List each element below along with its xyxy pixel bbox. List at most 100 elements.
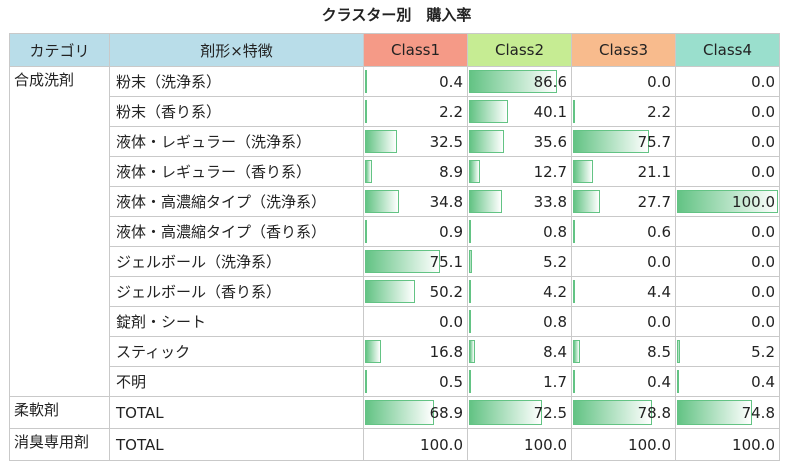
data-bar bbox=[469, 160, 481, 183]
table-row: 錠剤・シート 0.0 0.8 0.0 0.0 bbox=[10, 306, 780, 337]
value-label: 12.7 bbox=[533, 162, 567, 181]
value-cell-class2: 12.7 bbox=[467, 156, 572, 187]
data-bar bbox=[365, 100, 367, 123]
value-cell-class4: 0.0 bbox=[675, 66, 780, 97]
value-cell-class2: 35.6 bbox=[467, 126, 572, 157]
value-label: 2.2 bbox=[647, 102, 671, 121]
form-cell: TOTAL bbox=[109, 428, 364, 461]
purchase-rate-table: カテゴリ 剤形×特徴 Class1 Class2 Class3 Class4 合… bbox=[9, 33, 780, 461]
value-cell-class3: 0.6 bbox=[571, 216, 676, 247]
data-bar bbox=[365, 130, 397, 153]
data-bar bbox=[469, 100, 509, 123]
value-cell-class2: 8.4 bbox=[467, 336, 572, 367]
table-row: 粉末（香り系） 2.2 40.1 2.2 0.0 bbox=[10, 96, 780, 127]
header-class2: Class2 bbox=[467, 33, 572, 67]
value-label: 0.4 bbox=[751, 372, 775, 391]
table-row: 不明 0.5 1.7 0.4 0.4 bbox=[10, 366, 780, 397]
form-cell: TOTAL bbox=[109, 396, 364, 429]
value-cell-class4: 100.0 bbox=[675, 186, 780, 217]
data-bar bbox=[365, 280, 415, 303]
header-row: カテゴリ 剤形×特徴 Class1 Class2 Class3 Class4 bbox=[9, 33, 780, 67]
value-label: 34.8 bbox=[429, 192, 463, 211]
form-cell: 液体・高濃縮タイプ（香り系） bbox=[109, 216, 364, 247]
table-row: 液体・高濃縮タイプ（香り系） 0.9 0.8 0.6 0.0 bbox=[10, 216, 780, 247]
category-cell: 消臭専用剤 bbox=[9, 428, 110, 461]
value-label: 0.5 bbox=[439, 372, 463, 391]
value-label: 100.0 bbox=[524, 435, 567, 454]
value-cell-class1: 32.5 bbox=[363, 126, 468, 157]
value-label: 100.0 bbox=[420, 435, 463, 454]
value-cell-class1: 50.2 bbox=[363, 276, 468, 307]
value-label: 40.1 bbox=[533, 102, 567, 121]
value-label: 0.0 bbox=[439, 312, 463, 331]
value-label: 0.0 bbox=[751, 102, 775, 121]
value-label: 100.0 bbox=[628, 435, 671, 454]
value-cell-class2: 0.8 bbox=[467, 306, 572, 337]
data-bar bbox=[365, 340, 381, 363]
value-cell-class3: 0.0 bbox=[571, 246, 676, 277]
value-cell-class4: 0.4 bbox=[675, 366, 780, 397]
data-bar bbox=[469, 190, 503, 213]
data-bar bbox=[573, 130, 650, 153]
data-bar bbox=[573, 400, 653, 425]
value-cell-class2: 4.2 bbox=[467, 276, 572, 307]
data-bar bbox=[677, 190, 778, 213]
table-row: 柔軟剤 TOTAL 68.9 72.5 78.8 74.8 bbox=[9, 396, 780, 429]
value-cell-class1: 8.9 bbox=[363, 156, 468, 187]
header-class4: Class4 bbox=[675, 33, 780, 67]
value-label: 0.0 bbox=[751, 282, 775, 301]
value-cell-class4: 0.0 bbox=[675, 306, 780, 337]
value-label: 0.0 bbox=[751, 162, 775, 181]
data-bar bbox=[677, 400, 753, 425]
value-label: 0.0 bbox=[751, 132, 775, 151]
value-cell-class3: 78.8 bbox=[571, 396, 676, 429]
data-bar bbox=[573, 340, 581, 363]
data-bar bbox=[365, 70, 367, 93]
value-label: 35.6 bbox=[533, 132, 567, 151]
table-row: ジェルボール（香り系） 50.2 4.2 4.4 0.0 bbox=[10, 276, 780, 307]
value-label: 78.8 bbox=[637, 403, 671, 422]
value-label: 0.0 bbox=[751, 252, 775, 271]
value-cell-class1: 2.2 bbox=[363, 96, 468, 127]
value-label: 0.9 bbox=[439, 222, 463, 241]
value-cell-class3: 0.0 bbox=[571, 306, 676, 337]
value-label: 75.7 bbox=[637, 132, 671, 151]
value-label: 2.2 bbox=[439, 102, 463, 121]
data-bar bbox=[469, 370, 471, 393]
data-bar bbox=[469, 220, 471, 243]
form-cell: スティック bbox=[109, 336, 364, 367]
value-label: 0.0 bbox=[647, 252, 671, 271]
value-label: 0.6 bbox=[647, 222, 671, 241]
value-cell-class4: 0.0 bbox=[675, 216, 780, 247]
header-form: 剤形×特徴 bbox=[109, 33, 364, 67]
value-cell-class1: 68.9 bbox=[363, 396, 468, 429]
value-label: 8.5 bbox=[647, 342, 671, 361]
table-row: 消臭専用剤 TOTAL 100.0 100.0 100.0 100.0 bbox=[9, 428, 780, 461]
table-title: クラスター別 購入率 bbox=[321, 6, 472, 24]
value-label: 5.2 bbox=[543, 252, 567, 271]
table-row: ジェルボール（洗浄系） 75.1 5.2 0.0 0.0 bbox=[10, 246, 780, 277]
data-bar bbox=[469, 70, 557, 93]
header-class1: Class1 bbox=[363, 33, 468, 67]
value-cell-class2: 5.2 bbox=[467, 246, 572, 277]
value-cell-class4: 74.8 bbox=[675, 396, 780, 429]
value-cell-class2: 0.8 bbox=[467, 216, 572, 247]
value-cell-class1: 0.4 bbox=[363, 66, 468, 97]
value-label: 16.8 bbox=[429, 342, 463, 361]
value-cell-class1: 0.5 bbox=[363, 366, 468, 397]
table-body: 合成洗剤 粉末（洗浄系） 0.4 86.6 0.0 0.0 粉末（香り系） 2.2 40.1 2.… bbox=[9, 66, 780, 461]
data-bar bbox=[469, 400, 543, 425]
value-label: 68.9 bbox=[429, 403, 463, 422]
header-category: カテゴリ bbox=[9, 33, 110, 67]
value-cell-class3: 21.1 bbox=[571, 156, 676, 187]
value-cell-class3: 2.2 bbox=[571, 96, 676, 127]
value-cell-class4: 0.0 bbox=[675, 276, 780, 307]
category-cell: 合成洗剤 bbox=[9, 66, 110, 397]
data-bar bbox=[365, 220, 367, 243]
value-label: 8.4 bbox=[543, 342, 567, 361]
data-bar bbox=[469, 280, 472, 303]
value-label: 33.8 bbox=[533, 192, 567, 211]
value-cell-class1: 0.0 bbox=[363, 306, 468, 337]
value-cell-class4: 0.0 bbox=[675, 246, 780, 277]
data-bar bbox=[469, 340, 476, 363]
